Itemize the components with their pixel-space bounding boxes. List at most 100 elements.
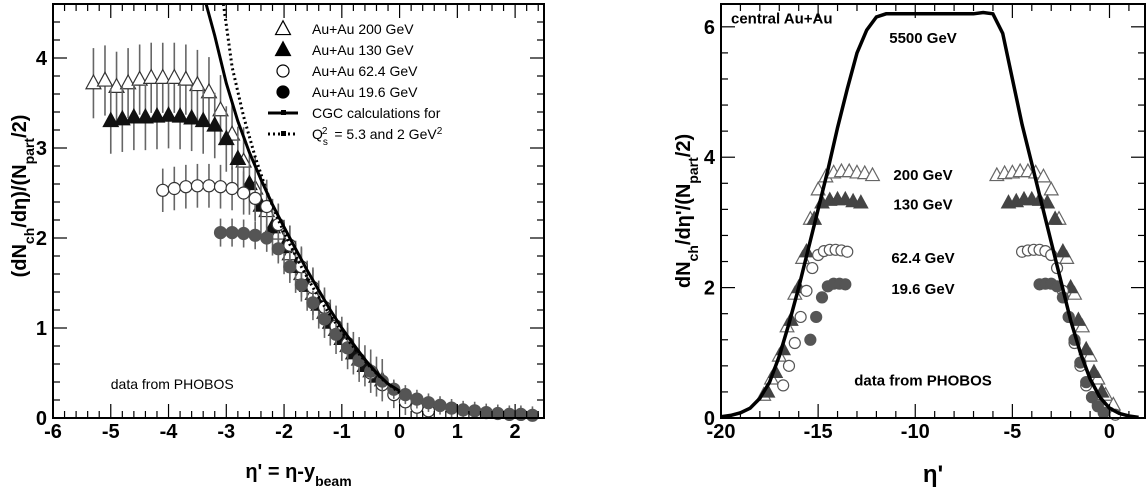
left-y-tick-label: 3 [36,138,47,160]
left-x-tick-label: 1 [452,421,463,443]
left-data-point [213,180,228,194]
left-data-point [433,398,447,412]
left-data-point [456,403,470,417]
legend-line-marker [281,131,286,136]
right-axis-ticks: -20 -15 -10 -5 0 0 2 4 6 [704,4,1145,443]
left-y-tick-label: 0 [36,408,47,430]
legend-prefix-sub: s [323,137,328,148]
right-data-point [1078,340,1095,356]
left-data-point [225,226,239,240]
left-data-point [468,404,482,418]
right-x-tick-label: -20 [707,421,736,443]
right-x-axis-label: η' [923,461,943,488]
left-data-point [194,111,212,128]
left-axis-ticks: -6 -5 -4 -3 -2 -1 0 1 2 0 1 2 3 4 [36,3,544,443]
left-y-tick-label: 2 [36,228,47,250]
left-data-point [113,109,131,126]
right-annotation-2: 200 GeV [893,167,952,184]
left-data-point [165,68,183,84]
left-data-point [183,108,201,125]
left-data-point [190,179,205,193]
left-data-point [217,129,235,146]
right-y-tick-label: 6 [704,17,715,39]
left-x-axis-label-sub: beam [315,473,352,489]
right-data-point [1086,363,1102,379]
left-data-point [283,260,297,274]
legend-text: = 5.3 and 2 GeV [330,126,437,142]
left-data-point [125,107,143,124]
legend-marker [276,64,290,78]
left-y-axis-label-part-1: ch [21,228,37,244]
left-x-tick-label: 0 [394,421,405,443]
right-data-point [1085,391,1099,404]
right-x-tick-label: 0 [1104,421,1115,443]
left-plot-data [84,3,540,422]
left-y-tick-label: 1 [36,318,47,340]
left-data-point [188,75,206,92]
right-data-point [864,166,881,182]
right-y-axis-label-part-2: /dη'/(N [673,184,695,245]
legend-entry-4: CGC calculations for [312,105,441,121]
right-data-point [794,310,807,324]
left-y-tick-label: 4 [36,48,48,70]
left-x-tick-label: -6 [44,421,62,443]
legend-marker [274,19,292,36]
left-data-point [171,107,189,123]
right-data-point [841,245,854,258]
right-x-tick-label: -10 [901,421,930,443]
right-series-3 [777,243,1122,421]
legend-entry-2: Au+Au 62.4 GeV [312,63,418,79]
right-data-point [1055,242,1071,258]
left-data-point [317,312,332,326]
left-data-point [410,392,424,406]
legend-marker [276,85,290,99]
left-data-point [212,100,229,117]
right-data-point [853,194,869,209]
left-data-point [525,408,540,422]
left-data-point [237,186,251,200]
left-data-point [142,68,160,84]
right-data-point [806,261,819,275]
right-y-tick-label: 0 [704,408,715,430]
legend-line-marker [281,110,286,115]
right-y-axis-label-part-4: /2) [673,134,695,157]
left-data-point [213,226,228,240]
legend-entry-1: Au+Au 130 GeV [312,42,414,58]
left-y-axis-label-part-4: /2) [9,115,31,138]
left-data-point [421,396,436,410]
left-data-point [329,327,343,341]
left-data-point [398,388,412,402]
left-y-axis-label: (dNch/dη)/(Npart/2) [9,115,37,278]
right-series-line [720,10,1139,420]
left-data-point [479,406,493,420]
right-series-0 [720,10,1139,420]
left-data-point [154,68,172,84]
left-x-tick-label: -2 [275,421,293,443]
right-data-point [815,291,829,304]
right-data-point [777,379,790,392]
left-x-tick-label: -4 [160,421,179,443]
right-data-point [1043,181,1060,196]
left-data-point [271,242,285,256]
right-annotation-3: 130 GeV [893,196,952,213]
right-plot-frame [720,3,1146,419]
legend-suffix-sup: 2 [437,126,443,137]
left-data-point [96,71,114,87]
right-annotation-5: 19.6 GeV [891,281,954,298]
left-series-3 [213,218,540,422]
legend-entry-5: Qs2 = 5.3 and 2 GeV2 [312,126,443,148]
left-y-axis-label-part-3: part [21,138,37,165]
right-y-tick-label: 4 [704,147,716,169]
left-y-axis-label-part-2: /dη)/(N [9,164,31,227]
right-y-axis-label: dNch/dη'/(Npart/2) [673,134,701,288]
left-x-axis-label-main: η' = η-y [245,461,316,483]
left-data-point [248,191,262,205]
right-y-axis-label-part-3: part [685,157,701,184]
right-annotation-1: 5500 GeV [889,30,957,47]
left-data-point [156,183,170,197]
right-plot-data [720,10,1139,421]
left-data-point [131,70,149,86]
legend-prefix: Q [312,126,323,142]
